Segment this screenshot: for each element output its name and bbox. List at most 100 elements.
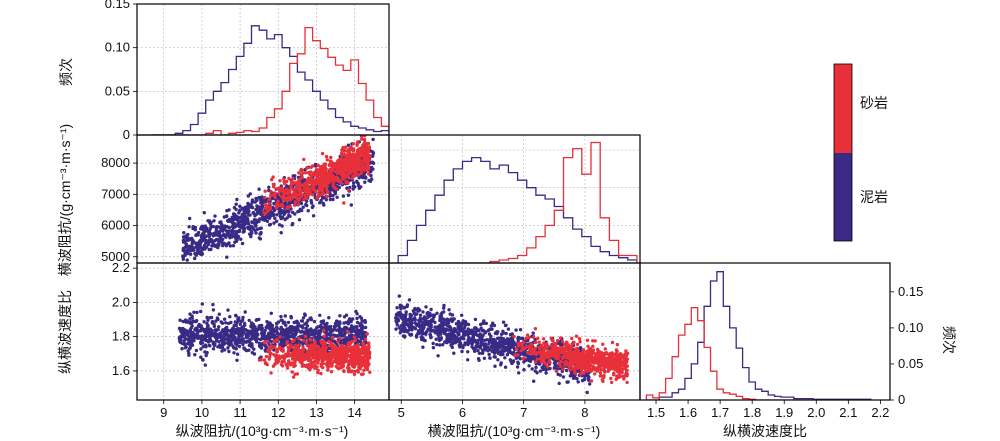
scatter-point: [346, 366, 350, 370]
scatter-point: [291, 176, 295, 181]
scatter-point: [406, 330, 410, 334]
scatter-point: [189, 330, 194, 335]
scatter-point: [254, 340, 259, 344]
scatter-point: [511, 360, 515, 364]
scatter-point: [544, 371, 548, 375]
scatter-point: [217, 312, 221, 316]
scatter-point: [365, 155, 369, 159]
scatter-point: [327, 180, 331, 185]
scatter-point: [226, 346, 230, 350]
scatter-point: [268, 355, 272, 359]
scatter-point: [496, 358, 500, 362]
scatter-point: [441, 323, 446, 327]
scatter-point: [364, 144, 368, 148]
scatter-point: [531, 335, 536, 339]
scatter-point: [349, 324, 354, 328]
scatter-point: [262, 340, 267, 345]
scatter-point: [588, 382, 592, 386]
histogram-series-sandstone: [152, 26, 389, 135]
scatter-point: [357, 176, 361, 180]
scatter-point: [279, 231, 283, 235]
scatter-point: [295, 330, 299, 334]
scatter-point: [467, 332, 471, 336]
scatter-point: [319, 339, 323, 344]
scatter-point: [356, 165, 360, 170]
scatter-point: [247, 318, 251, 323]
scatter-point: [203, 350, 207, 354]
scatter-point: [194, 245, 199, 249]
scatter-point: [554, 356, 558, 360]
scatter-point: [435, 311, 439, 315]
scatter-point: [357, 173, 361, 177]
scatter-point: [187, 238, 191, 242]
scatter-point: [281, 342, 285, 346]
scatter-point: [452, 317, 456, 321]
scatter-point: [269, 371, 273, 375]
scatter-point: [450, 333, 454, 338]
scatter-point: [361, 332, 365, 337]
scatter-point: [297, 218, 302, 222]
scatter-point: [241, 315, 245, 320]
scatter-point: [279, 314, 283, 319]
scatter-point: [275, 187, 279, 191]
scatter-point: [495, 336, 500, 341]
scatter-point: [200, 224, 205, 228]
scatter-point: [318, 182, 323, 186]
scatter-point: [548, 366, 552, 371]
scatter-series-sandstone: [257, 328, 372, 379]
scatter-point: [184, 320, 188, 324]
scatter-point: [337, 178, 341, 182]
scatter-point: [246, 222, 251, 226]
scatter-point: [255, 220, 259, 224]
scatter-point: [248, 227, 252, 232]
scatter-point: [346, 363, 351, 367]
scatter-point: [254, 207, 258, 212]
scatter-point: [299, 167, 303, 172]
scatter-point: [234, 340, 238, 344]
scatter-point: [327, 316, 331, 320]
scatter-point: [250, 220, 255, 225]
scatter-point: [244, 210, 249, 215]
scatter-point: [271, 213, 276, 218]
scatter-point: [368, 370, 372, 374]
scatter-point: [306, 171, 311, 175]
scatter-point: [252, 347, 256, 351]
scatter-point: [458, 345, 462, 349]
scatter-point: [341, 145, 345, 150]
scatter-point: [585, 338, 590, 342]
scatter-point: [205, 327, 209, 332]
scatter-point: [464, 322, 468, 326]
scatter-point: [231, 221, 235, 225]
scatter-point: [268, 346, 272, 351]
scatter-point: [222, 317, 227, 321]
scatter-point: [308, 358, 313, 362]
scatter-point: [315, 359, 320, 364]
scatter-point: [458, 329, 462, 333]
scatter-point: [530, 367, 534, 371]
scatter-point: [506, 327, 511, 331]
scatter-point: [204, 338, 208, 342]
scatter-point: [340, 343, 345, 348]
scatter-point: [293, 174, 297, 178]
scatter-point: [405, 303, 410, 307]
scatter-point: [445, 337, 449, 341]
scatter-point: [240, 241, 245, 246]
scatter-point: [360, 137, 364, 141]
scatter-point: [438, 318, 442, 323]
scatter-point: [311, 214, 316, 218]
scatter-point: [556, 372, 560, 376]
scatter-point: [225, 209, 229, 213]
scatter-point: [575, 342, 580, 347]
scatter-point: [328, 332, 332, 336]
scatter-point: [201, 345, 205, 349]
scatter-point: [415, 312, 419, 316]
scatter-point: [226, 328, 230, 332]
scatter-point: [520, 336, 525, 341]
scatter-point: [409, 318, 414, 323]
scatter-point: [309, 176, 313, 180]
scatter-point: [252, 218, 257, 222]
scatter-point: [206, 318, 210, 322]
scatter-point: [448, 312, 452, 316]
scatter-point: [313, 349, 317, 353]
